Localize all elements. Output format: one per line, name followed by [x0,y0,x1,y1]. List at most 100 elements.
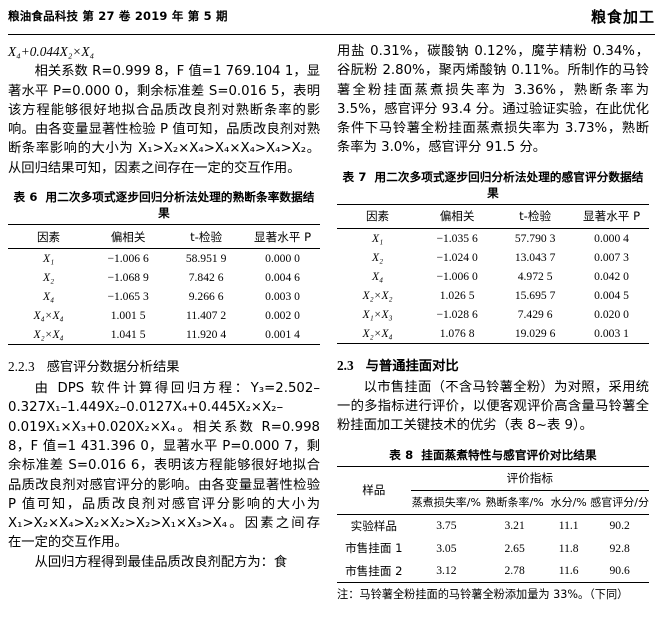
paragraph-formula-continued: 用盐 0.31%，碳酸钠 0.12%，魔芋精粉 0.34%，谷朊粉 2.80%，… [337,44,649,156]
two-column-body: X₄+0.044X₂×X₄ 相关系数 R=0.999 8，F 值=1 769.1… [8,42,655,602]
equation-tail-line: X₄+0.044X₂×X₄ [8,42,320,62]
table-8-r2-breakage: 2.78 [504,564,525,578]
table-6-r2-p: 0.003 0 [265,290,300,304]
table-8-col-moisture: 水分/% [550,496,587,510]
table-7-r3-factor: X₂×X₂ [362,288,393,302]
table-6-r3-ttest: 11.407 2 [186,309,227,323]
table-row: X₂×X₄ 1.041 5 11.920 4 0.001 4 [8,325,320,345]
table-row: X₁ −1.035 6 57.790 3 0.000 4 [337,228,649,248]
table-6-caption: 表 6 用二次多项式逐步回归分析法处理的熟断条率数据结果 [8,189,320,221]
table-7-r0-p: 0.000 4 [594,231,629,245]
table-6-r4-factor: X₂×X₄ [33,328,64,342]
table-6-caption-number: 表 6 [13,190,38,205]
table-7-col-partial: 偏相关 [439,209,475,224]
table-row: X₄ −1.065 3 9.266 6 0.003 0 [8,287,320,306]
table-7-r2-p: 0.042 0 [594,269,629,283]
table-6-wrapper: 表 6 用二次多项式逐步回归分析法处理的熟断条率数据结果 因素 偏相关 t-检验 … [8,189,320,345]
journal-page: 粮油食品科技 第 27 卷 2019 年 第 5 期 粮食加工 X₄+0.044… [0,8,663,619]
table-6-r1-ttest: 7.842 6 [188,271,224,285]
table-6-r0-ttest: 58.951 9 [185,252,227,266]
section-heading-2-2-3: 2.2.3 感官评分数据分析结果 [8,358,320,377]
table-8-col-sensory: 感官评分/分 [590,496,649,510]
table-8-r2-loss: 3.12 [436,564,457,578]
table-row: X₁ −1.006 6 58.951 9 0.000 0 [8,249,320,269]
table-6-r4-p: 0.001 4 [265,328,300,342]
table-6-col-partial: 偏相关 [110,229,146,244]
table-6-r1-factor: X₂ [42,271,55,285]
table-8-body: 实验样品 3.75 3.21 11.1 90.2 市售挂面 1 3.05 2.6… [337,514,649,583]
table-6-col-factor: 因素 [36,229,61,244]
table-6-body: X₁ −1.006 6 58.951 9 0.000 0 X₂ −1.068 9… [8,249,320,345]
table-7-r3-p: 0.004 5 [594,288,629,302]
table-6-head: 因素 偏相关 t-检验 显著水平 P [8,224,320,249]
left-column: X₄+0.044X₂×X₄ 相关系数 R=0.999 8，F 值=1 769.1… [8,42,320,602]
section-heading-2-3: 2.3 与普通挂面对比 [337,357,649,376]
equation-tail-text: X₄+0.044X₂×X₄ [8,44,95,59]
table-6-r3-p: 0.002 0 [265,309,300,323]
table-7-r3-ttest: 15.695 7 [514,288,556,302]
section-2-2-3-number: 2.2.3 [8,359,35,375]
table-6-r3-factor: X₄×X₄ [33,309,64,323]
table-7-caption-text: 用二次多项式逐步回归分析法处理的感官评分数据结果 [374,169,644,200]
table-8-r2-moisture: 11.6 [558,564,579,578]
table-6-r1-p: 0.004 6 [265,271,300,285]
table-8-r1-sample: 市售挂面 1 [345,541,403,556]
table-row: 市售挂面 1 3.05 2.65 11.8 92.8 [337,537,649,559]
paragraph-correlation-cooked-breakage: 相关系数 R=0.999 8，F 值=1 769.104 1，显著水平 P=0.… [8,64,320,176]
table-8-wrapper: 表 8 挂面蒸煮特性与感官评价对比结果 样品 评价指标 蒸煮损失率/% 熟断条率/… [337,447,649,602]
table-7-col-ttest: t-检验 [519,209,552,224]
table-row: X₁×X₃ −1.028 6 7.429 6 0.020 0 [337,305,649,324]
section-2-3-title: 与普通挂面对比 [365,358,459,374]
table-7-r4-partial: −1.028 6 [436,307,478,321]
table-6-r4-ttest: 11.920 4 [186,328,227,342]
table-6-r3-partial: 1.001 5 [110,309,146,323]
table-row: X₂ −1.024 0 13.043 7 0.007 3 [337,248,649,267]
table-7-col-pvalue: 显著水平 P [583,209,641,224]
table-6-col-ttest: t-检验 [190,229,223,244]
table-7-r4-factor: X₁×X₃ [362,307,393,321]
table-row: X₄×X₄ 1.001 5 11.407 2 0.002 0 [8,306,320,325]
right-column: 用盐 0.31%，碳酸钠 0.12%，魔芋精粉 0.34%，谷朊粉 2.80%，… [337,42,649,602]
table-8-caption-text: 挂面蒸煮特性与感官评价对比结果 [421,447,597,462]
table-8-r0-breakage: 3.21 [504,519,525,533]
table-8-header-row-1: 样品 评价指标 [337,466,649,497]
table-6-col-pvalue: 显著水平 P [254,229,312,244]
table-8-group-header: 评价指标 [410,466,649,491]
table-7-r4-ttest: 7.429 6 [517,307,553,321]
table-row: 市售挂面 2 3.12 2.78 11.6 90.6 [337,559,649,583]
table-7-r1-factor: X₂ [371,250,384,264]
table-6-header-row: 因素 偏相关 t-检验 显著水平 P [8,224,320,249]
paragraph-comparison-intro: 以市售挂面（不含马铃薯全粉）为对照，采用统一的多指标进行评价，以便客观评价高含量… [337,379,649,434]
table-7-r5-partial: 1.076 8 [439,326,475,340]
table-7-wrapper: 表 7 用二次多项式逐步回归分析法处理的感官评分数据结果 因素 偏相关 t-检验 … [337,169,649,344]
table-7: 因素 偏相关 t-检验 显著水平 P X₁ −1.035 6 57.790 3 … [337,204,649,344]
table-8-r0-sample: 实验样品 [350,518,397,533]
table-8-r1-breakage: 2.65 [504,541,525,555]
table-7-r5-ttest: 19.029 6 [514,326,556,340]
table-8-head: 样品 评价指标 蒸煮损失率/% 熟断条率/% 水分/% 感官评分/分 [337,466,649,515]
table-7-caption-number: 表 7 [342,169,367,184]
table-7-r2-factor: X₄ [371,269,384,283]
table-8-r0-moisture: 11.1 [558,519,579,533]
table-8-r2-sample: 市售挂面 2 [345,563,403,578]
table-8-caption-number: 表 8 [389,447,414,462]
table-row: X₂ −1.068 9 7.842 6 0.004 6 [8,268,320,287]
table-6: 因素 偏相关 t-检验 显著水平 P X₁ −1.006 6 58.951 9 … [8,224,320,345]
table-8-col-sample: 样品 [362,483,386,498]
table-7-r0-partial: −1.035 6 [436,231,478,245]
running-head-left: 粮油食品科技 第 27 卷 2019 年 第 5 期 [8,9,228,23]
table-6-r2-factor: X₄ [42,290,55,304]
section-2-2-3-title: 感官评分数据分析结果 [46,360,180,376]
table-6-r2-ttest: 9.266 6 [188,290,224,304]
table-8-r0-loss: 3.75 [436,519,457,533]
table-6-r0-p: 0.000 0 [265,252,300,266]
table-7-r2-partial: −1.006 0 [436,269,478,283]
table-6-r2-partial: −1.065 3 [107,290,149,304]
table-7-r5-p: 0.003 1 [594,326,629,340]
table-8-r0-sensory: 90.2 [609,519,630,533]
running-head: 粮油食品科技 第 27 卷 2019 年 第 5 期 粮食加工 [8,8,655,35]
paragraph-best-formula-lead: 从回归方程得到最佳品质改良剂配方为：食 [34,554,288,570]
table-8-header-row-2: 蒸煮损失率/% 熟断条率/% 水分/% 感官评分/分 [337,490,649,515]
table-7-header-row: 因素 偏相关 t-检验 显著水平 P [337,204,649,229]
table-7-r1-partial: −1.024 0 [436,250,478,264]
